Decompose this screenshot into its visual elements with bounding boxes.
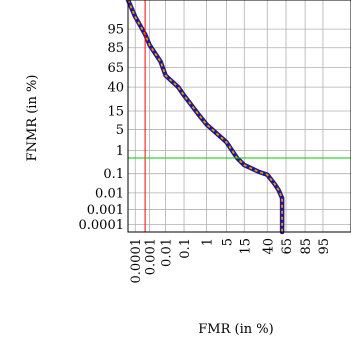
plot-frame xyxy=(127,0,351,233)
threshold-markers xyxy=(128,0,351,232)
det-curve-dashes xyxy=(127,0,283,232)
x-tick-label: 1 xyxy=(200,238,215,246)
x-tick-label: 0.01 xyxy=(160,238,175,267)
y-tick-label: 0.1 xyxy=(103,167,124,182)
x-tick-label: 0.001 xyxy=(144,238,159,275)
det-curve-layer xyxy=(125,0,285,235)
y-tick-label: 65 xyxy=(107,61,124,76)
y-axis-label: FNMR (in %) xyxy=(25,75,40,162)
y-tick-label: 1 xyxy=(116,144,124,159)
x-tick-label: 0.1 xyxy=(178,238,193,259)
x-tick-label: 85 xyxy=(299,238,314,255)
y-tick-label: 85 xyxy=(107,41,124,56)
det-curve-outline xyxy=(125,0,285,235)
x-tick-label: 40 xyxy=(261,238,276,255)
y-tick-label: 15 xyxy=(107,105,124,120)
y-tick-label: 95 xyxy=(107,23,124,38)
x-tick-label: 95 xyxy=(317,238,332,255)
x-tick-labels: 0.0001 0.001 0.01 0.1 1 5 15 40 65 85 95 xyxy=(129,238,332,284)
x-tick-label: 5 xyxy=(220,238,235,246)
y-tick-label: 0.001 xyxy=(87,203,124,218)
x-tick-label: 65 xyxy=(280,238,295,255)
x-axis-label: FMR (in %) xyxy=(198,322,273,337)
y-tick-label: 0.01 xyxy=(95,186,124,201)
y-tick-label: 0.0001 xyxy=(79,218,125,233)
x-tick-label: 0.0001 xyxy=(129,238,144,284)
y-grid xyxy=(128,28,351,225)
x-tick-label: 15 xyxy=(238,238,253,255)
x-grid xyxy=(134,0,324,232)
y-tick-label: 40 xyxy=(107,81,124,96)
y-tick-label: 5 xyxy=(116,123,124,138)
